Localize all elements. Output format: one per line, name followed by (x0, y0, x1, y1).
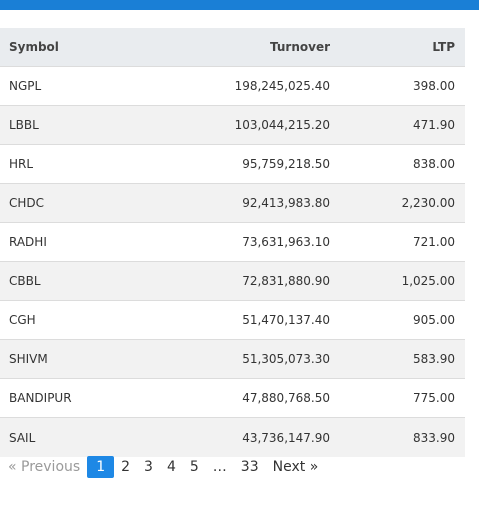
cell-symbol[interactable]: CGH (9, 313, 36, 327)
page-link-5[interactable]: 5 (189, 459, 199, 475)
cell-turnover: 198,245,025.40 (234, 79, 330, 93)
cell-ltp: 838.00 (413, 157, 455, 171)
cell-symbol[interactable]: LBBL (9, 118, 39, 132)
table-row: CBBL 72,831,880.90 1,025.00 (0, 262, 465, 301)
column-header-ltp[interactable]: LTP (432, 40, 455, 54)
cell-symbol[interactable]: CHDC (9, 196, 45, 210)
cell-ltp: 1,025.00 (401, 274, 455, 288)
cell-symbol[interactable]: CBBL (9, 274, 41, 288)
cell-symbol[interactable]: HRL (9, 157, 34, 171)
cell-ltp: 905.00 (413, 313, 455, 327)
cell-ltp: 583.90 (413, 352, 455, 366)
cell-turnover: 103,044,215.20 (234, 118, 330, 132)
table-row: SHIVM 51,305,073.30 583.90 (0, 340, 465, 379)
table-row: HRL 95,759,218.50 838.00 (0, 145, 465, 184)
cell-ltp: 833.90 (413, 430, 455, 445)
cell-turnover: 43,736,147.90 (242, 430, 330, 445)
cell-symbol[interactable]: SAIL (9, 430, 36, 445)
page-link-33[interactable]: 33 (240, 459, 259, 475)
page-link-4[interactable]: 4 (166, 459, 176, 475)
next-page-link[interactable]: Next » (272, 459, 319, 475)
turnover-table: Symbol Turnover LTP NGPL 198,245,025.40 … (0, 28, 465, 457)
cell-ltp: 471.90 (413, 118, 455, 132)
column-header-symbol[interactable]: Symbol (9, 40, 59, 54)
page-link-3[interactable]: 3 (144, 459, 153, 475)
table-row: BANDIPUR 47,880,768.50 775.00 (0, 379, 465, 418)
cell-symbol[interactable]: BANDIPUR (9, 391, 72, 405)
top-accent-bar (0, 0, 479, 10)
table-row: LBBL 103,044,215.20 471.90 (0, 106, 465, 145)
cell-turnover: 73,631,963.10 (242, 235, 330, 249)
page-ellipsis: … (212, 459, 227, 475)
table-row: SAIL 43,736,147.90 833.90 (0, 418, 465, 457)
cell-symbol[interactable]: NGPL (9, 79, 42, 93)
cell-turnover: 95,759,218.50 (242, 157, 330, 171)
cell-turnover: 51,305,073.30 (242, 352, 330, 366)
cell-turnover: 72,831,880.90 (242, 274, 330, 288)
page-link-1[interactable]: 1 (87, 456, 115, 478)
table-row: CGH 51,470,137.40 905.00 (0, 301, 465, 340)
table-header-row: Symbol Turnover LTP (0, 28, 465, 67)
cell-turnover: 51,470,137.40 (242, 313, 330, 327)
page-link-2[interactable]: 2 (121, 459, 131, 475)
cell-ltp: 2,230.00 (401, 196, 455, 210)
pagination: « Previous 1 2 3 4 5 … 33 Next » (0, 456, 325, 478)
table-row: RADHI 73,631,963.10 721.00 (0, 223, 465, 262)
cell-ltp: 398.00 (413, 79, 455, 93)
cell-symbol[interactable]: RADHI (9, 235, 47, 249)
cell-ltp: 721.00 (413, 235, 455, 249)
table-row: NGPL 198,245,025.40 398.00 (0, 67, 465, 106)
previous-page-link[interactable]: « Previous (8, 459, 81, 475)
cell-turnover: 47,880,768.50 (242, 391, 330, 405)
cell-symbol[interactable]: SHIVM (9, 352, 48, 366)
column-header-turnover[interactable]: Turnover (270, 40, 330, 54)
table-row: CHDC 92,413,983.80 2,230.00 (0, 184, 465, 223)
cell-turnover: 92,413,983.80 (242, 196, 330, 210)
cell-ltp: 775.00 (413, 391, 455, 405)
